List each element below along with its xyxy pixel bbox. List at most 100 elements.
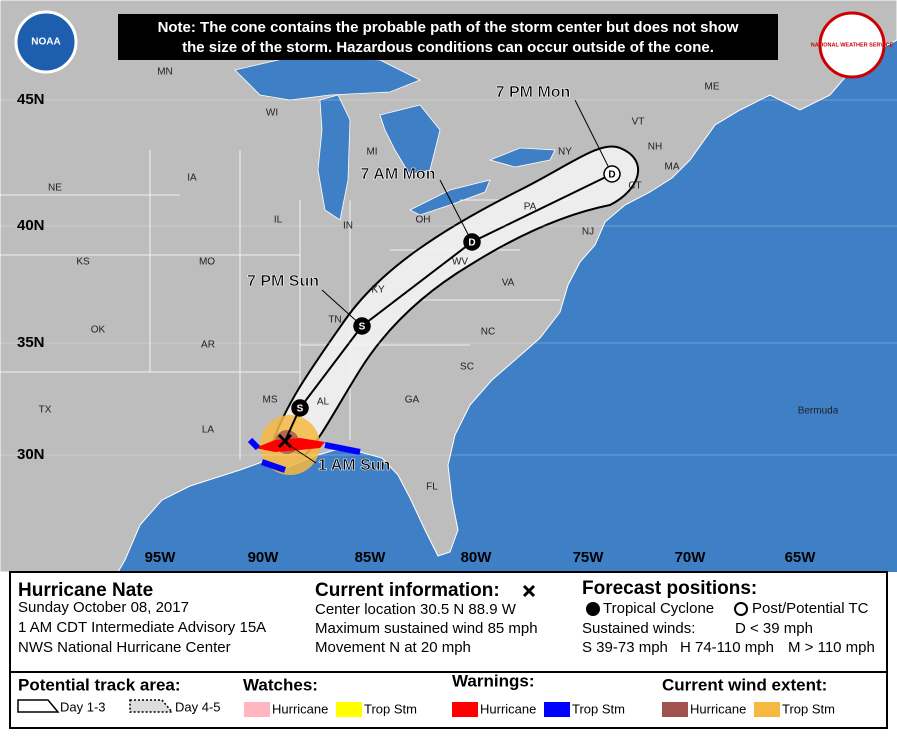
- note-box: [118, 14, 778, 60]
- place-label: NY: [558, 147, 572, 158]
- track-marker: [291, 399, 309, 417]
- place-label: NH: [648, 142, 662, 153]
- center-location: Center location 30.5 N 88.9 W: [315, 601, 517, 618]
- current-icon: [522, 584, 536, 598]
- track-marker-label: D: [468, 238, 475, 249]
- legend-item: Hurricane: [480, 701, 536, 716]
- day45-label: Day 4-5: [175, 699, 221, 714]
- place-label: GA: [405, 395, 420, 406]
- place-label: MO: [199, 257, 215, 268]
- storm-center: NWS National Hurricane Center: [18, 639, 231, 656]
- legend-swatch: [336, 702, 362, 717]
- forecast-time: 7 PM Mon: [496, 84, 571, 101]
- tropical-label: Tropical Cyclone: [603, 600, 714, 617]
- legend-item: Hurricane: [272, 701, 328, 716]
- latitude-label: 40N: [17, 217, 45, 234]
- track-marker-label: S: [297, 404, 304, 415]
- s-label: S 39-73 mph: [582, 639, 668, 656]
- track-marker-label: S: [359, 322, 366, 333]
- warnings-title: Warnings:: [452, 671, 534, 690]
- nws-logo: [818, 11, 886, 79]
- leader-line: [574, 99, 613, 175]
- place-label: IA: [187, 173, 197, 184]
- track-marker-label: D: [608, 170, 615, 181]
- longitude-label: 75W: [573, 549, 605, 566]
- place-label: WV: [452, 257, 468, 268]
- place-label: NC: [481, 327, 495, 338]
- forecast-cone: [270, 145, 640, 457]
- forecast-time: 7 AM Mon: [361, 166, 436, 183]
- legend-swatch: [244, 702, 270, 717]
- sustained-label: Sustained winds:: [582, 620, 695, 637]
- track-title: Potential track area:: [18, 675, 181, 694]
- place-label: CT: [628, 181, 641, 192]
- leader-line: [321, 289, 363, 327]
- place-label: IN: [343, 221, 353, 232]
- longitude-label: 95W: [145, 549, 177, 566]
- longitude-label: 90W: [248, 549, 280, 566]
- day13-label: Day 1-3: [60, 699, 106, 714]
- lake-erie: [409, 179, 491, 216]
- latitude-label: 35N: [17, 334, 45, 351]
- current-position: [277, 433, 293, 449]
- great-lakes: [234, 54, 556, 221]
- place-label: KS: [76, 257, 90, 268]
- note-line: the size of the storm. Hazardous conditi…: [182, 39, 714, 56]
- current-info-title: Current information:: [315, 580, 500, 601]
- place-label: VA: [502, 278, 515, 289]
- longitude-label: 70W: [675, 549, 707, 566]
- lake-huron: [379, 104, 441, 176]
- forecast-time: 7 PM Sun: [247, 273, 319, 290]
- place-label: WI: [266, 108, 278, 119]
- legend-swatch: [544, 702, 570, 717]
- place-label: PA: [524, 202, 537, 213]
- place-label: ME: [705, 82, 720, 93]
- place-label: LA: [202, 425, 215, 436]
- wind-title: Current wind extent:: [662, 675, 827, 694]
- leader-line: [439, 179, 473, 243]
- leader-lines: [291, 99, 613, 464]
- place-label: OK: [91, 325, 106, 336]
- place-label: VT: [632, 117, 645, 128]
- place-label: Bermuda: [798, 406, 839, 417]
- day13-icon: [17, 699, 60, 713]
- lake-ontario: [488, 147, 556, 168]
- latitude-label: 45N: [17, 91, 45, 108]
- place-label: TX: [39, 405, 52, 416]
- latitude-label: 30N: [17, 446, 45, 463]
- legend-swatch: [662, 702, 688, 717]
- nws-logo-text: NATIONAL WEATHER SERVICE: [811, 42, 894, 48]
- storm-advisory: 1 AM CDT Intermediate Advisory 15A: [18, 619, 266, 636]
- h-label: H 74-110 mph: [680, 639, 774, 656]
- place-label: OH: [416, 215, 431, 226]
- day45-icon: [129, 699, 174, 713]
- watches-title: Watches:: [243, 675, 318, 694]
- place-label: MN: [157, 67, 173, 78]
- place-label: IL: [274, 215, 283, 226]
- note-line: Note: The cone contains the probable pat…: [158, 19, 739, 36]
- place-label: MI: [366, 147, 377, 158]
- place-label: NE: [48, 183, 62, 194]
- place-label: TN: [328, 315, 341, 326]
- track-marker: [603, 165, 621, 183]
- place-label: MS: [263, 395, 278, 406]
- track-marker: [353, 317, 371, 335]
- place-label: FL: [426, 482, 438, 493]
- longitude-label: 80W: [461, 549, 493, 566]
- place-label: KY: [371, 285, 385, 296]
- info-panel: [9, 571, 888, 673]
- noaa-logo: [14, 10, 78, 74]
- place-label: NJ: [582, 227, 594, 238]
- forecast-time: 1 AM Sun: [318, 457, 390, 474]
- legend-swatch: [452, 702, 478, 717]
- place-label: SC: [460, 362, 474, 373]
- lake-michigan: [317, 94, 351, 221]
- place-label: AL: [317, 397, 330, 408]
- post-label: Post/Potential TC: [752, 600, 869, 617]
- legend-swatch: [754, 702, 780, 717]
- max-wind: Maximum sustained wind 85 mph: [315, 620, 538, 637]
- legend-item: Hurricane: [690, 701, 746, 716]
- land: [0, 0, 897, 573]
- movement: Movement N at 20 mph: [315, 639, 471, 656]
- longitude-label: 85W: [355, 549, 387, 566]
